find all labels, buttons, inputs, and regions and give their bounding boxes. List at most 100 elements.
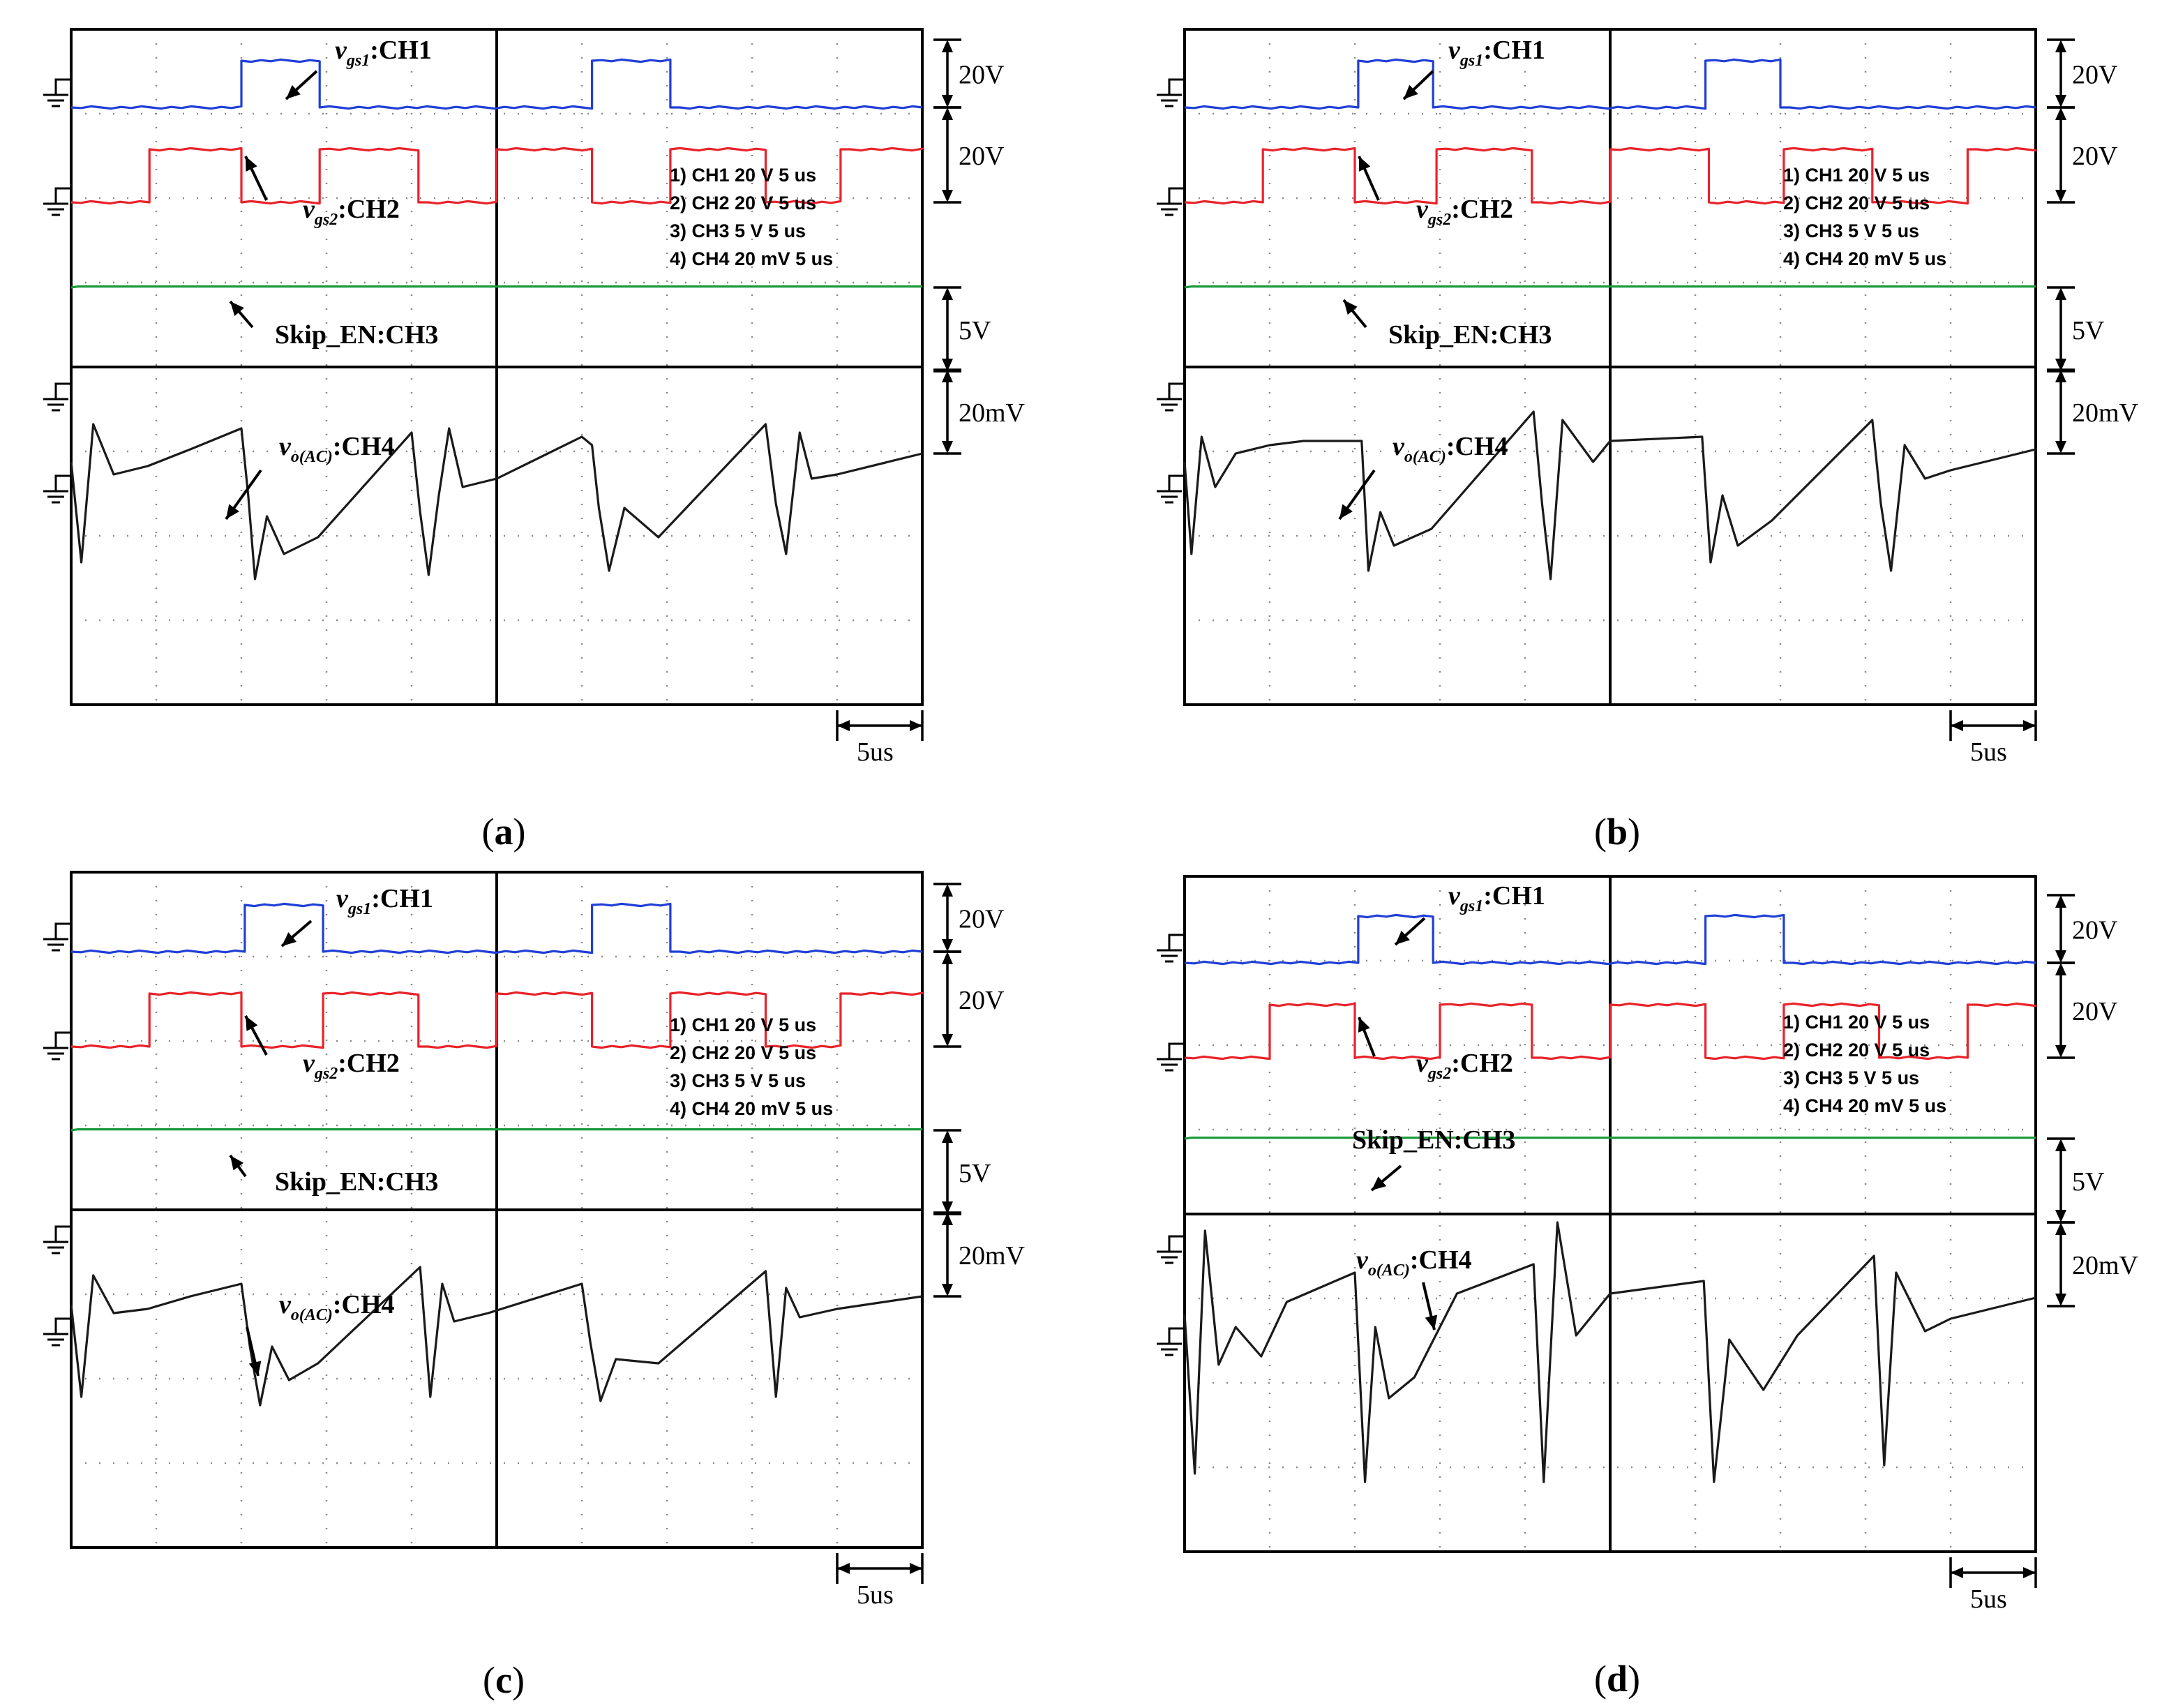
arrowhead-icon bbox=[2055, 370, 2066, 382]
arrowhead-icon bbox=[942, 370, 953, 382]
ground-marker-icon bbox=[1157, 78, 1185, 107]
channel-setting-line: 2) CH2 20 V 5 us bbox=[670, 193, 816, 214]
ground-marker-icon bbox=[43, 474, 71, 504]
panel-label-paren: ) bbox=[513, 811, 526, 853]
panel-label-paren: ( bbox=[482, 811, 495, 853]
ground-marker-icon bbox=[1157, 474, 1185, 504]
channel-setting-line: 2) CH2 20 V 5 us bbox=[670, 1042, 816, 1063]
ground-marker-icon bbox=[43, 922, 71, 952]
label-suffix: :CH4 bbox=[333, 1290, 395, 1319]
ground-marker-icon bbox=[43, 382, 71, 412]
time-scale-label: 5us bbox=[857, 737, 894, 767]
label-vgs1: vgs1:CH1 bbox=[1448, 881, 1545, 915]
variable-symbol: v bbox=[1416, 1049, 1429, 1078]
arrowhead-icon bbox=[2055, 1045, 2066, 1058]
arrowhead-icon bbox=[942, 1130, 953, 1143]
subscript: o(AC) bbox=[1368, 1261, 1410, 1280]
trace-ch2 bbox=[1184, 1002, 2037, 1061]
arrowhead-icon bbox=[942, 1213, 953, 1225]
arrowhead-icon bbox=[942, 40, 953, 52]
scope-panel-2: vgs1:CH1vgs2:CH2Skip_EN:CH3vo(AC):CH41) … bbox=[1157, 28, 2139, 853]
arrowhead-icon bbox=[2055, 1222, 2066, 1235]
channel-setting-line: 3) CH3 5 V 5 us bbox=[670, 220, 806, 241]
arrowhead-icon bbox=[942, 107, 953, 120]
arrowhead-icon bbox=[2055, 1210, 2066, 1222]
label-vo-ac: vo(AC):CH4 bbox=[1392, 432, 1508, 466]
subscript: gs1 bbox=[346, 52, 370, 70]
channel-setting-line: 3) CH3 5 V 5 us bbox=[1783, 220, 1919, 241]
panel-label-letter: a bbox=[495, 811, 513, 853]
channel-setting-line: 1) CH1 20 V 5 us bbox=[670, 1014, 816, 1035]
scale-label: 20mV bbox=[2072, 1251, 2139, 1280]
channel-setting-line: 4) CH4 20 mV 5 us bbox=[670, 248, 833, 269]
label-suffix: :CH4 bbox=[333, 432, 395, 461]
arrowhead-icon bbox=[2023, 720, 2036, 731]
trace-ch1 bbox=[70, 902, 923, 954]
scale-label: 20mV bbox=[2072, 398, 2139, 428]
arrowhead-icon bbox=[2055, 107, 2066, 120]
scale-label: 20V bbox=[2072, 142, 2118, 171]
label-suffix: :CH1 bbox=[370, 36, 432, 65]
arrowhead-icon bbox=[942, 190, 953, 202]
ground-marker-icon bbox=[1157, 934, 1185, 963]
channel-setting-line: 4) CH4 20 mV 5 us bbox=[1783, 248, 1946, 269]
panel-label: (a) bbox=[482, 811, 526, 853]
ground-marker-icon bbox=[43, 78, 71, 107]
trace-ch4 bbox=[70, 423, 923, 580]
scope-panel-4: vgs1:CH1vgs2:CH2Skip_EN:CH3vo(AC):CH41) … bbox=[1157, 875, 2139, 1700]
subscript: gs1 bbox=[347, 900, 371, 918]
variable-symbol: v bbox=[279, 432, 292, 461]
arrowhead-icon bbox=[910, 1563, 922, 1574]
label-skip-en: Skip_EN:CH3 bbox=[1352, 1125, 1515, 1155]
scale-label: 20V bbox=[2072, 61, 2118, 90]
panel-label-letter: d bbox=[1607, 1658, 1628, 1700]
arrowhead-icon bbox=[2055, 287, 2066, 300]
arrowhead-icon bbox=[1339, 504, 1353, 519]
label-suffix: :CH2 bbox=[1451, 195, 1513, 224]
subscript: gs2 bbox=[1427, 1065, 1451, 1083]
trace-ch4 bbox=[1183, 410, 2036, 580]
label-vo-ac: vo(AC):CH4 bbox=[279, 1290, 395, 1324]
subscript: gs1 bbox=[1459, 52, 1483, 70]
label-vo-ac: vo(AC):CH4 bbox=[279, 432, 395, 466]
label-skip-en: Skip_EN:CH3 bbox=[275, 1167, 438, 1197]
panel-label: (d) bbox=[1594, 1658, 1640, 1700]
channel-setting-line: 4) CH4 20 mV 5 us bbox=[670, 1098, 833, 1119]
variable-symbol: v bbox=[1416, 195, 1429, 224]
arrowhead-icon bbox=[942, 441, 953, 454]
label-suffix: :CH2 bbox=[338, 195, 400, 224]
scale-label: 5V bbox=[2072, 316, 2105, 345]
arrowhead-icon bbox=[2055, 441, 2066, 454]
scale-label: 20V bbox=[959, 986, 1005, 1015]
channel-setting-line: 1) CH1 20 V 5 us bbox=[1783, 165, 1930, 186]
arrowhead-icon bbox=[248, 1361, 262, 1376]
ground-marker-icon bbox=[43, 1031, 71, 1061]
panel-label-paren: ( bbox=[1594, 811, 1607, 853]
label-skip-en: Skip_EN:CH3 bbox=[275, 320, 438, 350]
arrowhead-icon bbox=[1372, 1176, 1387, 1190]
trace-ch4 bbox=[70, 1266, 923, 1407]
time-scale-label: 5us bbox=[1970, 1585, 2007, 1614]
ground-marker-icon bbox=[1157, 1042, 1185, 1072]
arrowhead-icon bbox=[942, 939, 953, 952]
arrowhead-icon bbox=[1951, 720, 1963, 731]
label-vgs2: vgs2:CH2 bbox=[1416, 195, 1513, 229]
arrowhead-icon bbox=[942, 359, 953, 371]
arrowhead-icon bbox=[2055, 359, 2066, 371]
panel-label-paren: ) bbox=[1628, 811, 1640, 853]
arrowhead-icon bbox=[246, 156, 257, 172]
arrowhead-icon bbox=[1344, 300, 1358, 315]
trace-ch2 bbox=[70, 991, 924, 1049]
variable-symbol: v bbox=[303, 195, 315, 224]
arrowhead-icon bbox=[2055, 950, 2066, 963]
scale-label: 20V bbox=[959, 905, 1005, 934]
arrowhead-icon bbox=[942, 1034, 953, 1047]
ground-marker-icon bbox=[43, 1317, 71, 1347]
scale-label: 20V bbox=[959, 61, 1005, 90]
panel-label-letter: c bbox=[495, 1659, 512, 1701]
scale-label: 5V bbox=[959, 1159, 991, 1188]
scale-label: 20mV bbox=[959, 1241, 1026, 1271]
scope-panel-1: vgs1:CH1vgs2:CH2Skip_EN:CH3vo(AC):CH41) … bbox=[43, 28, 1026, 853]
channel-setting-line: 4) CH4 20 mV 5 us bbox=[1783, 1095, 1946, 1116]
